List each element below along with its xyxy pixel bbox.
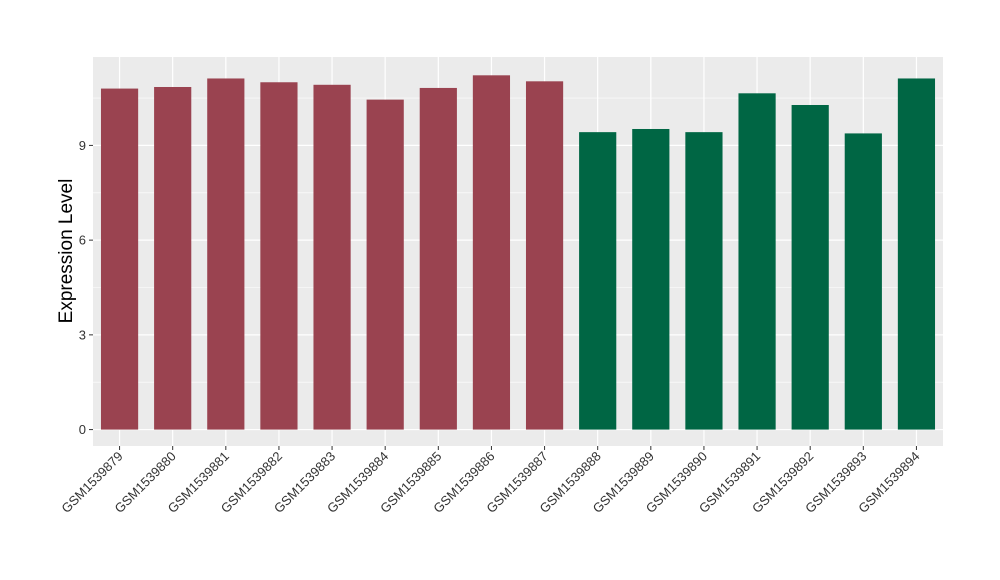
x-axis: GSM1539879GSM1539880GSM1539881GSM1539882… xyxy=(58,446,923,516)
y-tick-label: 0 xyxy=(79,422,86,437)
bar-GSM1539879 xyxy=(100,88,139,430)
bar-GSM1539894 xyxy=(897,78,936,430)
bar-GSM1539890 xyxy=(685,132,723,430)
bar-GSM1539884 xyxy=(366,99,404,430)
bar-GSM1539880 xyxy=(154,86,192,430)
bars xyxy=(100,75,936,430)
bar-GSM1539893 xyxy=(844,133,882,430)
bar-GSM1539889 xyxy=(632,128,670,430)
y-axis-title: Expression Level xyxy=(56,179,77,324)
bar-GSM1539885 xyxy=(419,87,457,430)
bar-GSM1539882 xyxy=(260,82,298,430)
bar-GSM1539886 xyxy=(472,75,511,430)
y-tick-label: 9 xyxy=(79,138,86,153)
y-tick-label: 6 xyxy=(79,233,86,248)
bar-GSM1539883 xyxy=(313,84,351,430)
y-axis: 0 3 6 9 xyxy=(79,138,93,437)
bar-GSM1539891 xyxy=(738,93,776,430)
bar-GSM1539881 xyxy=(207,78,245,430)
y-tick-label: 3 xyxy=(79,327,86,342)
bar-GSM1539892 xyxy=(791,104,829,430)
bar-GSM1539887 xyxy=(525,81,564,430)
bar-GSM1539888 xyxy=(579,132,617,430)
